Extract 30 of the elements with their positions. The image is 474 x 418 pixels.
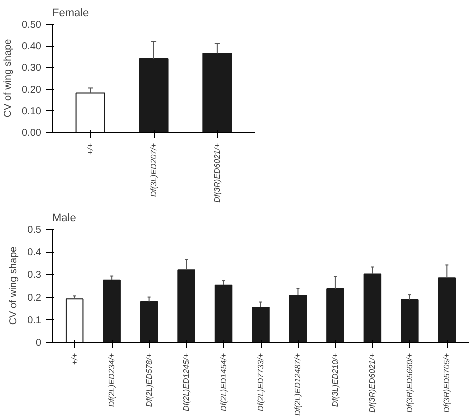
x-tick-label: Df(3L)ED207/+ xyxy=(150,143,158,198)
x-tick-label: Df(2L)ED12487/+ xyxy=(294,353,303,416)
y-tick-label: 0.20 xyxy=(22,84,42,96)
chart-title: Male xyxy=(52,212,76,224)
y-tick-label: 0.10 xyxy=(22,106,42,118)
x-tick-label: Df(2L)ED7733/+ xyxy=(256,353,266,412)
x-tick-label: Df(2L)ED1454/+ xyxy=(219,353,228,412)
y-tick-label: 0.50 xyxy=(22,20,42,31)
y-tick-label: 0.1 xyxy=(28,315,42,326)
x-tick-label: Df(2L)ED234/+ xyxy=(108,353,117,408)
y-axis-title: CV of wing shape xyxy=(3,38,14,118)
x-tick-label: +/+ xyxy=(86,143,96,156)
x-tick-label: +/+ xyxy=(70,353,80,366)
x-tick-label: Df(2L)ED1245/+ xyxy=(182,353,192,412)
y-tick-label: 0.00 xyxy=(22,128,42,139)
x-tick-label: Df(3R)ED5705/+ xyxy=(442,353,452,413)
chart-title: Female xyxy=(52,8,90,20)
x-tick-label: Df(3L)ED210/+ xyxy=(330,353,340,408)
x-tick-label: Df(2L)ED578/+ xyxy=(144,353,154,408)
x-tick-label: Df(3R)ED6021/+ xyxy=(368,353,378,413)
y-axis-title: CV of wing shape xyxy=(8,246,20,326)
y-tick-label: 0.3 xyxy=(28,270,42,282)
y-tick-label: 0.40 xyxy=(22,42,42,53)
y-tick-label: 0.2 xyxy=(28,292,42,304)
y-tick-label: 0.30 xyxy=(22,63,42,74)
y-tick-label: 0 xyxy=(36,338,42,349)
y-tick-label: 0.5 xyxy=(28,225,42,236)
y-tick-label: 0.4 xyxy=(28,248,42,259)
x-tick-label: Df(3R)ED5660/+ xyxy=(405,353,414,413)
x-tick-label: Df(3R)ED6021/+ xyxy=(212,143,222,203)
